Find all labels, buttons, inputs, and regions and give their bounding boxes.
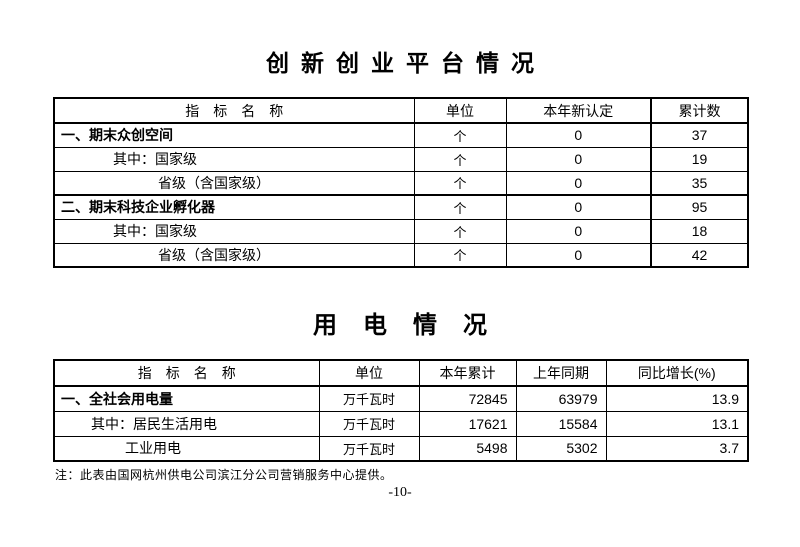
section1-title: 创新创业平台情况: [0, 44, 800, 78]
table-row: 工业用电 万千瓦时 5498 5302 3.7: [53, 435, 749, 462]
row-total-value: 19: [650, 146, 749, 172]
page-number: -10-: [388, 485, 412, 500]
row-new-value: 0: [505, 146, 652, 172]
row-unit: 个: [413, 170, 507, 196]
row-unit: 万千瓦时: [318, 410, 420, 437]
row-previous-value: 63979: [515, 385, 607, 412]
row-current-value: 17621: [418, 410, 517, 437]
table1-header-name: 指标名称: [53, 97, 415, 124]
row-unit: 个: [413, 146, 507, 172]
row-unit: 个: [413, 218, 507, 244]
section2-title-text: 用电情况: [313, 312, 513, 339]
row-label: 省级（含国家级）: [53, 242, 415, 268]
row-total-value: 42: [650, 242, 749, 268]
row-growth-value: 3.7: [605, 435, 749, 462]
table-row: 二、期末科技企业孵化器 个 0 95: [53, 194, 749, 220]
row-total-value: 37: [650, 122, 749, 148]
table1-header-new: 本年新认定: [505, 97, 652, 124]
row-unit: 个: [413, 242, 507, 268]
table2-header-unit: 单位: [318, 359, 420, 387]
row-new-value: 0: [505, 218, 652, 244]
table-row: 省级（含国家级） 个 0 35: [53, 170, 749, 196]
row-previous-value: 15584: [515, 410, 607, 437]
table2-header-previous: 上年同期: [515, 359, 607, 387]
row-new-value: 0: [505, 194, 652, 220]
row-unit: 个: [413, 122, 507, 148]
row-label: 其中：国家级: [53, 218, 415, 244]
table-row: 省级（含国家级） 个 0 42: [53, 242, 749, 268]
table2-header-growth: 同比增长(%): [605, 359, 749, 387]
table2-header-current: 本年累计: [418, 359, 517, 387]
table2-header-name: 指标名称: [53, 359, 320, 387]
row-label: 其中：居民生活用电: [53, 410, 320, 437]
table-row: 一、期末众创空间 个 0 37: [53, 122, 749, 148]
row-new-value: 0: [505, 170, 652, 196]
innovation-platform-table: 指标名称 单位 本年新认定 累计数 一、期末众创空间 个 0 37 其中：国家级…: [53, 97, 749, 268]
row-growth-value: 13.1: [605, 410, 749, 437]
table-row: 其中：居民生活用电 万千瓦时 17621 15584 13.1: [53, 410, 749, 437]
row-label: 其中：国家级: [53, 146, 415, 172]
row-label: 一、期末众创空间: [53, 122, 415, 148]
row-new-value: 0: [505, 122, 652, 148]
row-current-value: 5498: [418, 435, 517, 462]
row-growth-value: 13.9: [605, 385, 749, 412]
section2-title: 用电情况: [0, 305, 800, 340]
table1-header-total: 累计数: [650, 97, 749, 124]
electricity-table: 指标名称 单位 本年累计 上年同期 同比增长(%) 一、全社会用电量 万千瓦时 …: [53, 359, 749, 462]
row-total-value: 18: [650, 218, 749, 244]
row-total-value: 35: [650, 170, 749, 196]
row-total-value: 95: [650, 194, 749, 220]
row-label: 省级（含国家级）: [53, 170, 415, 196]
row-unit: 万千瓦时: [318, 385, 420, 412]
table1-header-unit: 单位: [413, 97, 507, 124]
row-label: 二、期末科技企业孵化器: [53, 194, 415, 220]
row-unit: 万千瓦时: [318, 435, 420, 462]
row-label: 一、全社会用电量: [53, 385, 320, 412]
row-unit: 个: [413, 194, 507, 220]
row-previous-value: 5302: [515, 435, 607, 462]
table-row: 其中：国家级 个 0 19: [53, 146, 749, 172]
table-source-footnote: 注：此表由国网杭州供电公司滨江分公司营销服务中心提供。: [55, 468, 393, 482]
table-row: 其中：国家级 个 0 18: [53, 218, 749, 244]
table2-header-row: 指标名称 单位 本年累计 上年同期 同比增长(%): [53, 359, 749, 387]
section1-title-text: 创新创业平台情况: [266, 50, 546, 76]
table1-header-row: 指标名称 单位 本年新认定 累计数: [53, 97, 749, 124]
row-new-value: 0: [505, 242, 652, 268]
row-current-value: 72845: [418, 385, 517, 412]
table-row: 一、全社会用电量 万千瓦时 72845 63979 13.9: [53, 385, 749, 412]
row-label: 工业用电: [53, 435, 320, 462]
